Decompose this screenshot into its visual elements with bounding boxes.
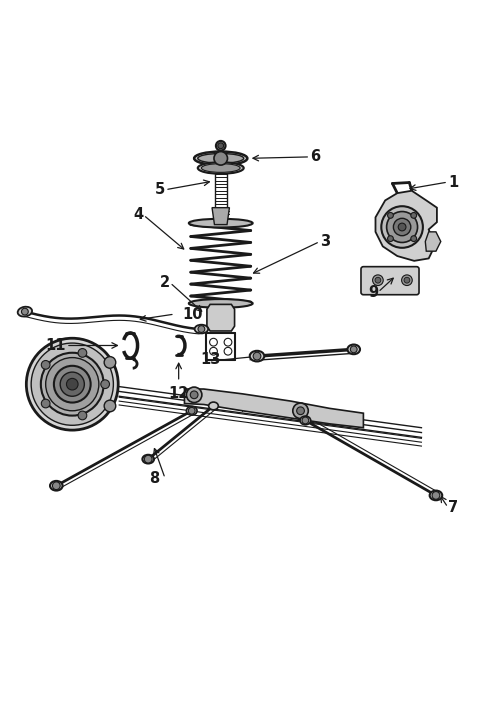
Circle shape xyxy=(403,277,409,283)
Text: 1: 1 xyxy=(447,174,457,189)
Polygon shape xyxy=(207,305,234,331)
Polygon shape xyxy=(375,191,436,261)
Text: 12: 12 xyxy=(168,386,188,400)
Polygon shape xyxy=(424,232,440,251)
Circle shape xyxy=(190,391,197,399)
Ellipse shape xyxy=(208,402,218,410)
Ellipse shape xyxy=(197,162,243,174)
Ellipse shape xyxy=(142,455,154,464)
Text: 6: 6 xyxy=(310,149,319,164)
Circle shape xyxy=(78,348,87,357)
Circle shape xyxy=(292,403,308,418)
Circle shape xyxy=(431,492,439,499)
Ellipse shape xyxy=(249,351,264,361)
Circle shape xyxy=(410,235,416,241)
Polygon shape xyxy=(184,389,363,428)
Circle shape xyxy=(209,338,217,346)
Circle shape xyxy=(397,223,405,231)
Circle shape xyxy=(186,387,201,402)
Circle shape xyxy=(253,352,260,360)
Text: 5: 5 xyxy=(154,182,165,197)
Circle shape xyxy=(217,143,223,148)
Circle shape xyxy=(296,407,304,415)
Ellipse shape xyxy=(197,153,243,163)
Text: 13: 13 xyxy=(200,353,220,367)
Circle shape xyxy=(401,275,411,286)
Circle shape xyxy=(41,353,104,415)
Text: 4: 4 xyxy=(133,207,143,222)
Text: 8: 8 xyxy=(149,471,159,486)
Ellipse shape xyxy=(201,163,240,172)
Circle shape xyxy=(21,308,28,315)
Circle shape xyxy=(387,212,393,218)
Circle shape xyxy=(60,372,84,396)
Circle shape xyxy=(41,361,50,369)
Circle shape xyxy=(54,366,91,402)
Ellipse shape xyxy=(188,299,252,307)
Circle shape xyxy=(393,218,410,235)
Ellipse shape xyxy=(50,481,62,490)
Circle shape xyxy=(380,206,422,248)
Circle shape xyxy=(197,325,204,333)
Circle shape xyxy=(374,277,380,283)
Circle shape xyxy=(302,417,308,424)
Circle shape xyxy=(188,408,195,414)
Circle shape xyxy=(41,399,50,408)
Circle shape xyxy=(224,347,231,355)
Polygon shape xyxy=(212,207,229,225)
Text: 11: 11 xyxy=(45,338,66,353)
Circle shape xyxy=(372,275,382,286)
Text: 9: 9 xyxy=(367,285,377,300)
Circle shape xyxy=(410,212,416,218)
Circle shape xyxy=(144,455,152,463)
Text: 10: 10 xyxy=(182,307,202,322)
Text: 2: 2 xyxy=(160,275,169,290)
Circle shape xyxy=(104,400,116,412)
Circle shape xyxy=(386,212,417,243)
Ellipse shape xyxy=(188,219,252,228)
Circle shape xyxy=(349,346,356,353)
Circle shape xyxy=(26,338,118,430)
Ellipse shape xyxy=(347,345,359,354)
Circle shape xyxy=(209,347,217,355)
Text: 7: 7 xyxy=(447,500,457,515)
FancyBboxPatch shape xyxy=(360,266,418,294)
Circle shape xyxy=(104,356,116,368)
Ellipse shape xyxy=(186,406,197,415)
Text: 3: 3 xyxy=(319,234,329,249)
Circle shape xyxy=(52,482,60,490)
Circle shape xyxy=(31,343,113,426)
Circle shape xyxy=(387,235,393,241)
Ellipse shape xyxy=(300,416,310,425)
Circle shape xyxy=(45,358,99,411)
Circle shape xyxy=(213,152,227,165)
Ellipse shape xyxy=(194,152,247,165)
Circle shape xyxy=(224,338,231,346)
Circle shape xyxy=(215,141,225,150)
Circle shape xyxy=(78,411,87,420)
Ellipse shape xyxy=(17,307,32,317)
Circle shape xyxy=(101,380,109,389)
Ellipse shape xyxy=(429,490,441,500)
Ellipse shape xyxy=(194,325,208,333)
Circle shape xyxy=(66,379,78,390)
